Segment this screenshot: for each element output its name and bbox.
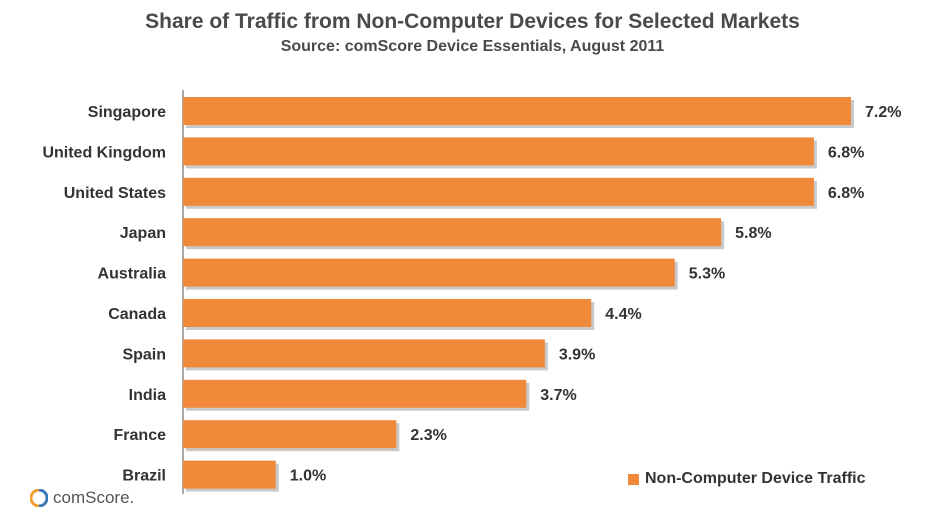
value-label: 5.3%	[689, 266, 725, 283]
value-label: 1.0%	[290, 468, 326, 485]
bar-japan	[183, 218, 722, 247]
legend-swatch	[628, 473, 639, 485]
value-label: 3.9%	[559, 346, 595, 363]
chart-title: Share of Traffic from Non-Computer Devic…	[145, 10, 800, 33]
category-label: India	[129, 387, 166, 404]
category-label: Australia	[98, 266, 167, 283]
bar-australia	[183, 258, 675, 287]
comscore-logo-icon	[30, 489, 48, 507]
bar-brazil	[183, 460, 276, 489]
comscore-logo: comScore.	[30, 488, 134, 508]
legend-label: Non-Computer Device Traffic	[645, 470, 866, 487]
category-label: Brazil	[122, 468, 166, 485]
category-label: Canada	[108, 306, 166, 323]
value-label: 7.2%	[865, 104, 901, 121]
category-label: France	[114, 427, 167, 444]
category-label: United Kingdom	[42, 144, 166, 161]
legend: Non-Computer Device Traffic	[628, 470, 865, 488]
bar-singapore	[183, 97, 851, 125]
chart-subtitle: Source: comScore Device Essentials, Augu…	[280, 38, 665, 55]
value-label: 6.8%	[828, 185, 864, 202]
value-label: 5.8%	[735, 225, 771, 242]
bar-canada	[183, 299, 592, 327]
value-label: 3.7%	[540, 387, 576, 404]
category-label: Japan	[120, 225, 166, 242]
bar-france	[183, 420, 397, 449]
comscore-logo-text: comScore.	[53, 488, 135, 507]
bar-united-kingdom	[183, 137, 814, 166]
bar-india	[183, 379, 527, 408]
category-label: Spain	[122, 346, 166, 363]
category-label: United States	[64, 185, 166, 202]
bar-united-states	[183, 177, 814, 206]
value-label: 2.3%	[410, 427, 446, 444]
bar-spain	[183, 339, 545, 368]
value-label: 6.8%	[828, 144, 864, 161]
category-label: Singapore	[88, 104, 166, 121]
value-label: 4.4%	[605, 306, 641, 323]
